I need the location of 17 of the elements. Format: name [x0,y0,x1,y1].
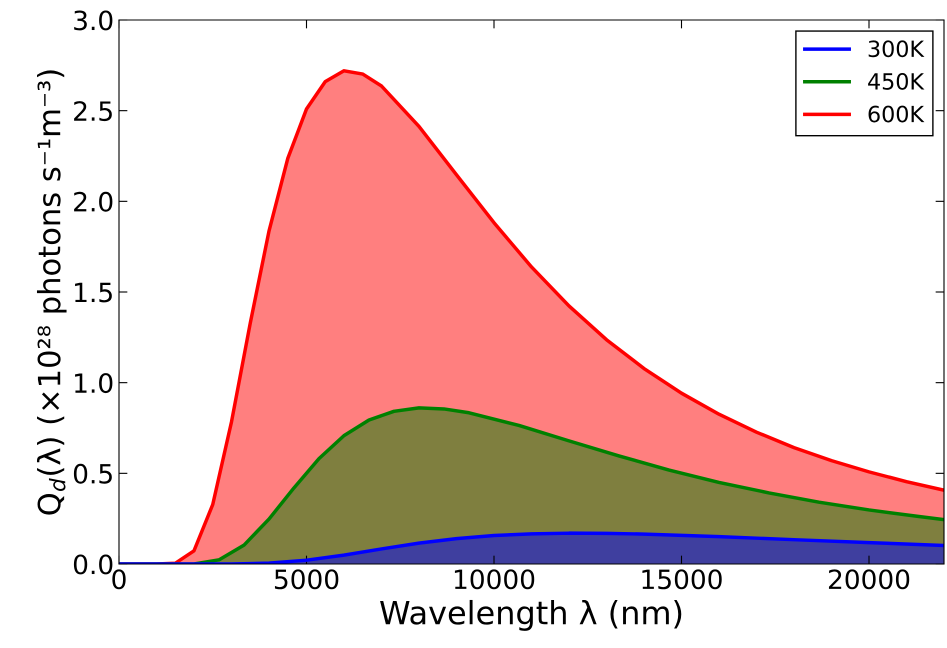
y-tick-label: 2.0 [74,192,112,212]
legend-label: 300K [868,40,924,58]
x-tick-label: 0 [112,569,126,590]
y-tick-label: 0.0 [74,554,112,574]
x-tick-label: 10000 [454,569,534,590]
x-tick-label: 20000 [828,569,910,590]
y-axis-title: Q$_{d}$(λ) (×10²⁸ photons s⁻¹m⁻³) [36,70,67,515]
y-tick-label: 2.5 [74,101,112,122]
x-tick-label: 15000 [642,569,722,590]
y-tick-label: 3.0 [74,10,112,30]
x-axis-title: Wavelength λ (nm) [380,600,682,631]
y-tick-label: 0.5 [74,464,112,484]
y-tick-label: 1.0 [75,373,112,394]
legend-label: 450K [868,73,924,90]
y-tick-label: 1.5 [75,282,112,302]
legend-label: 600K [868,106,924,122]
x-tick-label: 5000 [274,569,338,590]
